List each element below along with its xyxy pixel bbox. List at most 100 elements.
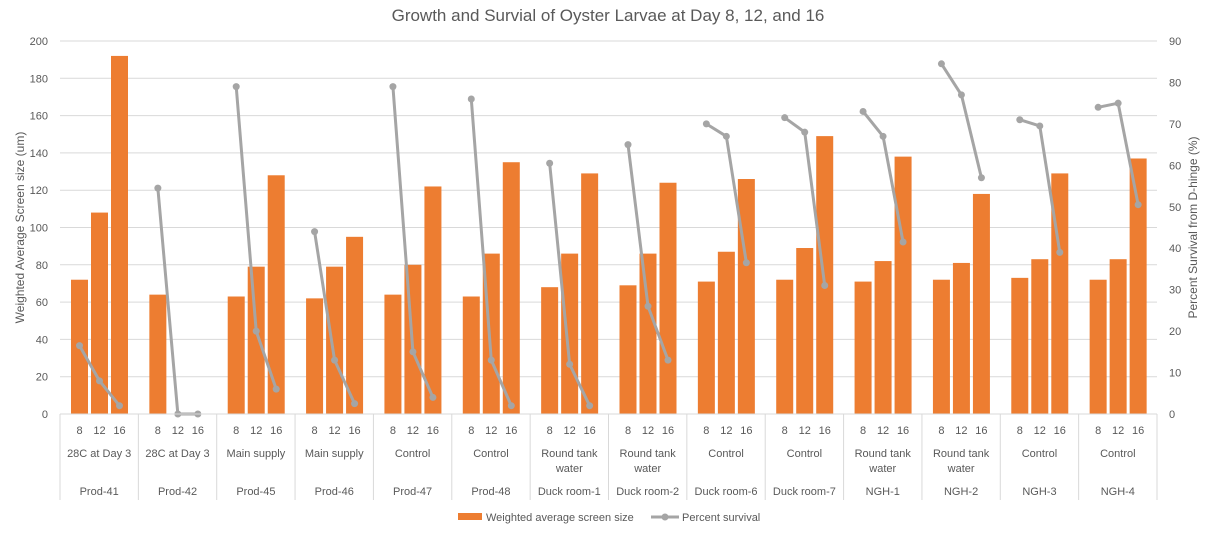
x-site-label: Prod-48 [471, 486, 510, 498]
survival-point [1056, 248, 1064, 256]
y-axis-right: 0 10 20 30 40 50 60 70 80 90 [1169, 36, 1181, 421]
bar [424, 186, 442, 414]
bar [326, 266, 344, 414]
survival-point [664, 356, 672, 364]
y-tick-label-right: 10 [1169, 368, 1181, 380]
survival-point [624, 141, 632, 149]
survival-point [899, 238, 907, 246]
bar [972, 193, 990, 414]
x-treatment-label: 28C at Day 3 [145, 448, 209, 460]
survival-point [821, 282, 829, 290]
x-day-label: 12 [799, 425, 811, 437]
bar [1129, 158, 1147, 414]
bar [267, 175, 285, 414]
y-axis-label-left: Weighted Average Screen size (um) [13, 132, 27, 324]
bar [1089, 279, 1107, 414]
y-tick-label-right: 90 [1169, 36, 1181, 48]
bar [717, 251, 735, 414]
y-tick-label-left: 100 [30, 223, 48, 235]
survival-point [977, 174, 985, 182]
x-site-label: Duck room-6 [695, 486, 758, 498]
survival-lines [76, 60, 1142, 418]
y-axis-label-right: Percent Survival from D-hinge (%) [1186, 136, 1200, 318]
x-treatment-label: Control [708, 448, 743, 460]
survival-point [311, 228, 319, 236]
bar [247, 266, 265, 414]
x-treatment-label: Round tank water [855, 448, 912, 475]
bar [796, 248, 814, 414]
x-day-label: 8 [782, 425, 788, 437]
x-day-label: 12 [328, 425, 340, 437]
survival-point [566, 360, 574, 368]
x-day-label: 12 [1112, 425, 1124, 437]
survival-point [351, 400, 359, 408]
survival-point [879, 132, 887, 140]
x-day-label: 16 [505, 425, 517, 437]
x-day-label: 12 [93, 425, 105, 437]
y-tick-label-right: 40 [1169, 243, 1181, 255]
x-treatment-label: Round tank water [620, 448, 677, 475]
x-day-label: 16 [270, 425, 282, 437]
x-day-label: 16 [584, 425, 596, 437]
survival-point [96, 377, 103, 385]
y-tick-label-right: 20 [1169, 326, 1181, 338]
legend-line-label: Percent survival [682, 512, 760, 524]
x-treatment-label: Control [787, 448, 822, 460]
survival-point [389, 83, 397, 91]
y-tick-label-left: 0 [42, 409, 48, 421]
bar [1011, 277, 1029, 414]
survival-point [507, 402, 515, 410]
x-day-label: 12 [485, 425, 497, 437]
chart-title: Growth and Survial of Oyster Larvae at D… [392, 6, 825, 25]
y-tick-label-left: 120 [30, 185, 48, 197]
bar [462, 296, 480, 414]
x-day-label: 12 [1034, 425, 1046, 437]
bar [561, 253, 579, 414]
x-day-label: 16 [113, 425, 125, 437]
survival-point [781, 114, 789, 122]
legend-bar-swatch [458, 513, 482, 520]
y-tick-label-left: 140 [30, 148, 48, 160]
legend-bar-label: Weighted average screen size [486, 512, 634, 524]
survival-point [1036, 122, 1044, 130]
x-day-label: 8 [390, 425, 396, 437]
y-tick-label-right: 60 [1169, 160, 1181, 172]
survival-point [116, 402, 123, 410]
x-day-label: 8 [468, 425, 474, 437]
y-tick-label-left: 40 [36, 334, 48, 346]
bar [581, 173, 599, 414]
x-day-label: 12 [564, 425, 576, 437]
x-day-label: 12 [250, 425, 262, 437]
x-day-label: 12 [642, 425, 654, 437]
x-day-label: 8 [938, 425, 944, 437]
survival-point [487, 356, 495, 364]
survival-point [957, 91, 965, 99]
x-day-label: 16 [662, 425, 674, 437]
x-treatment-label: Control [1100, 448, 1135, 460]
y-tick-label-left: 80 [36, 260, 48, 272]
bar [1109, 259, 1127, 414]
y-tick-label-right: 0 [1169, 409, 1175, 421]
x-axis: 8 12 16 28C at Day 3 Prod-41 8 12 16 28C at Day … [59, 413, 1158, 500]
x-day-label: 16 [975, 425, 987, 437]
bar [894, 156, 912, 414]
legend: Weighted average screen size Percent sur… [458, 512, 760, 524]
survival-point [1134, 201, 1142, 209]
survival-point [467, 95, 475, 103]
survival-point [154, 184, 162, 192]
bar [697, 281, 715, 414]
bar [502, 162, 520, 414]
bar [952, 262, 970, 414]
x-day-label: 8 [1017, 425, 1023, 437]
x-day-label: 16 [348, 425, 360, 437]
bar [874, 261, 892, 414]
survival-point [1114, 99, 1122, 107]
bar [227, 296, 245, 414]
survival-point [429, 393, 437, 401]
survival-point [859, 107, 867, 115]
bar [306, 298, 324, 414]
x-day-label: 16 [1054, 425, 1066, 437]
x-day-label: 8 [233, 425, 239, 437]
x-site-label: Prod-41 [80, 486, 119, 498]
